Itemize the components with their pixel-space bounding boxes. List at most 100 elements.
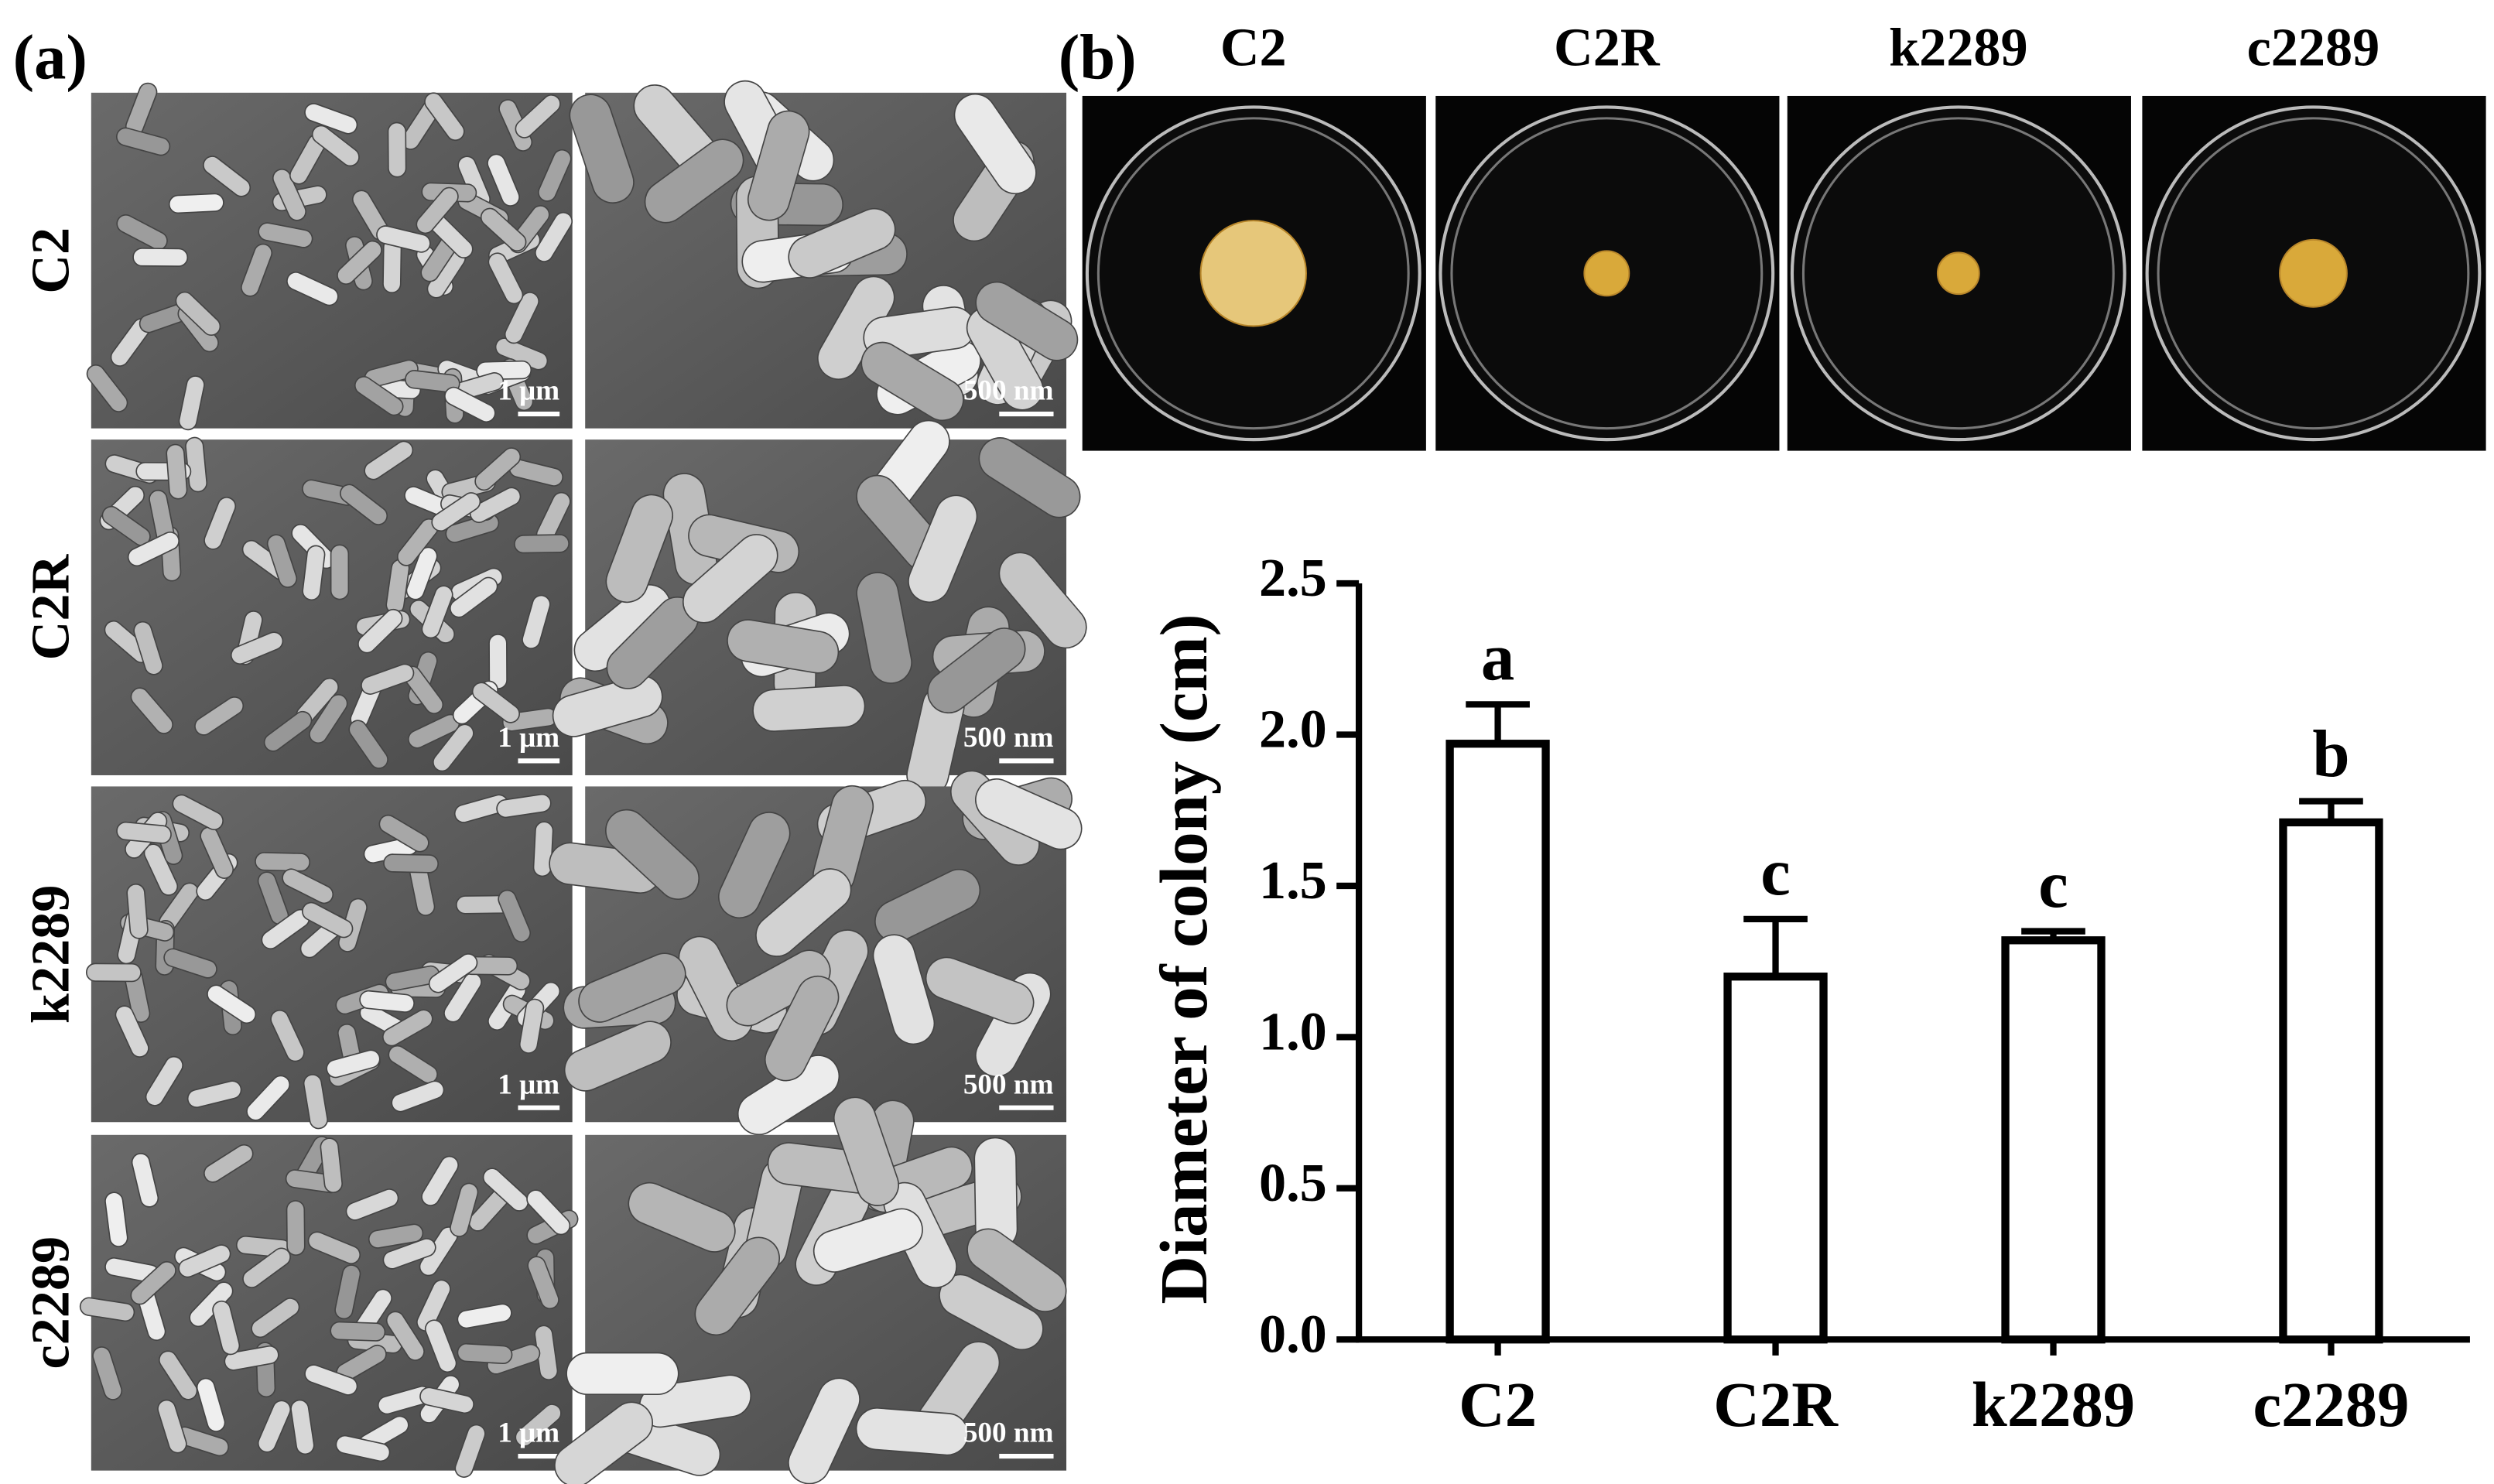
y-axis-label: Diameter of colony (cm) [1147, 614, 1221, 1304]
rod [335, 1434, 391, 1462]
rod [302, 545, 326, 601]
rod [163, 948, 217, 979]
rod [578, 952, 686, 1023]
rod [212, 1300, 241, 1356]
significance-letter: a [1481, 621, 1514, 695]
rod [682, 534, 778, 624]
rod [998, 552, 1087, 649]
rod [569, 94, 635, 204]
plate-label: C2R [1554, 17, 1661, 77]
significance-letter: c [2038, 847, 2068, 922]
rod [518, 998, 545, 1054]
rod [391, 1080, 445, 1113]
rod [872, 934, 936, 1045]
sem-image [552, 419, 1087, 797]
rod [764, 975, 840, 1082]
rod [487, 153, 520, 207]
rod [345, 1188, 399, 1221]
rod [504, 292, 539, 344]
colony [1583, 250, 1630, 297]
petri-dish-rim [1450, 117, 1764, 430]
rod [431, 492, 481, 532]
scale-bar-label: 500 nm [963, 1417, 1054, 1449]
sem-image [91, 436, 573, 775]
scale-bar-label: 500 nm [963, 375, 1054, 407]
rod [381, 1009, 433, 1047]
colony [2279, 238, 2348, 308]
significance-letter: b [2312, 717, 2349, 792]
rod [130, 1260, 176, 1305]
rod [727, 619, 840, 674]
x-tick-label: C2R [1713, 1369, 1839, 1440]
row-label: C2 [21, 227, 81, 294]
rod [257, 1400, 292, 1453]
sem-image [86, 82, 573, 431]
rod [230, 631, 284, 665]
rod [334, 1264, 361, 1320]
scale-bar-label: 1 μm [498, 722, 559, 754]
rod [326, 1049, 381, 1079]
rod [416, 186, 459, 234]
rod [522, 594, 551, 649]
rod [424, 1319, 457, 1373]
rod [496, 793, 552, 819]
rod [405, 546, 438, 600]
y-tick-label: 0.0 [1259, 1304, 1327, 1364]
rod [538, 149, 572, 202]
rod [498, 889, 532, 943]
rod [116, 214, 168, 251]
rod [925, 956, 1035, 1024]
rod [270, 1009, 305, 1062]
rod [304, 1364, 358, 1396]
scale-bar-label: 1 μm [498, 1069, 559, 1100]
rod [457, 1303, 512, 1329]
rod [457, 1342, 513, 1365]
rod [133, 621, 163, 675]
rod [368, 1223, 424, 1249]
rod [552, 675, 663, 737]
rod [104, 1192, 128, 1247]
rod [115, 127, 171, 156]
rod [527, 1256, 559, 1310]
colony [1936, 251, 1980, 296]
plate-label: k2289 [1889, 17, 2028, 77]
rod [207, 984, 257, 1024]
rod [145, 1055, 183, 1106]
rod [127, 532, 180, 567]
rod [320, 1137, 343, 1193]
row-label: k2289 [21, 885, 81, 1024]
rod [330, 1321, 386, 1342]
panel-b-label: (b) [1059, 22, 1137, 93]
plate-label: c2289 [2247, 17, 2380, 77]
rod [166, 443, 188, 500]
rod [628, 1181, 736, 1253]
rod [203, 156, 251, 197]
error-bar [1743, 915, 1808, 977]
rod [515, 1404, 562, 1447]
rod [172, 794, 224, 831]
row-label: c2289 [21, 1236, 81, 1369]
y-tick-label: 2.0 [1259, 699, 1327, 760]
rod [175, 291, 221, 337]
rod [178, 1244, 231, 1278]
rod [132, 248, 189, 267]
rod [311, 125, 360, 167]
rod [978, 437, 1081, 518]
bar [1723, 973, 1828, 1344]
rod [421, 1155, 459, 1206]
rod [255, 852, 311, 872]
rod [258, 222, 313, 248]
rod [975, 778, 1083, 850]
rod [383, 853, 440, 874]
rod [534, 211, 573, 262]
rod [953, 93, 1037, 195]
bar [2279, 818, 2383, 1344]
rod [194, 696, 245, 736]
rod [694, 1236, 781, 1336]
y-tick-label: 1.0 [1259, 1001, 1327, 1062]
bar [2001, 936, 2106, 1344]
significance-letter: c [1760, 835, 1791, 909]
rod [833, 1096, 899, 1206]
rod [554, 1401, 653, 1484]
